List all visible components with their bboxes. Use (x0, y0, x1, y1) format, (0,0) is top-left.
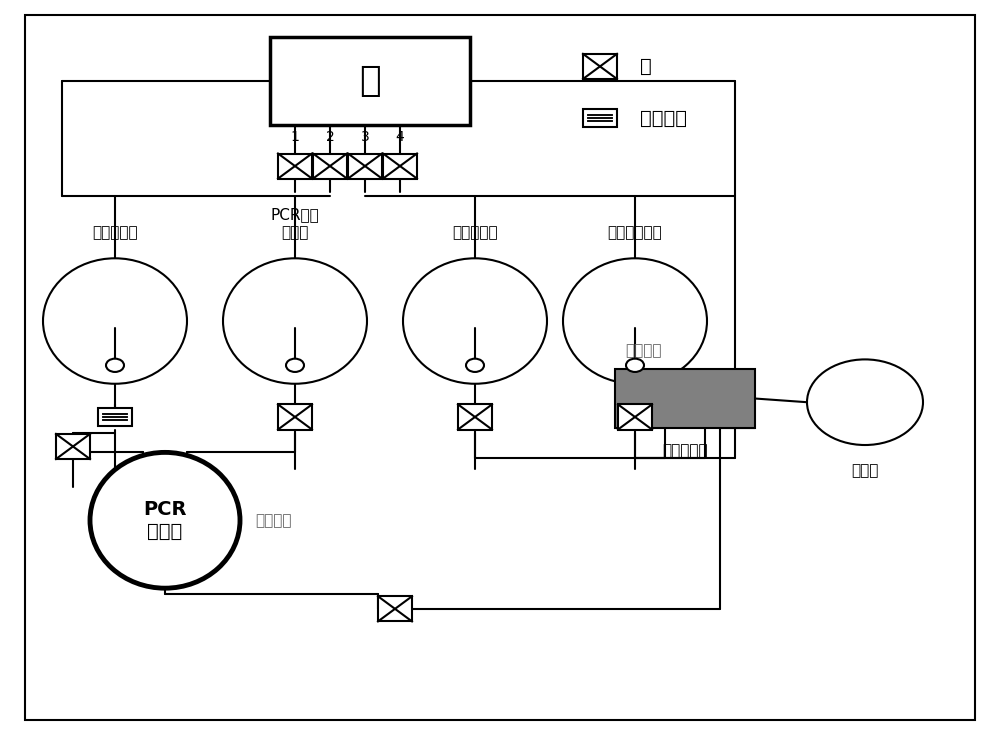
Ellipse shape (90, 452, 240, 588)
FancyBboxPatch shape (615, 369, 755, 428)
Circle shape (466, 359, 484, 372)
Text: 磁珠容纳室: 磁珠容纳室 (452, 225, 498, 240)
Text: 2: 2 (326, 130, 334, 144)
Text: 杂交液容纳室: 杂交液容纳室 (608, 225, 662, 240)
Text: 废液槽: 废液槽 (851, 463, 879, 478)
Circle shape (286, 359, 304, 372)
Bar (458, 404, 492, 430)
Circle shape (807, 359, 923, 445)
Circle shape (106, 359, 124, 372)
Ellipse shape (223, 258, 367, 384)
Circle shape (626, 359, 644, 372)
Text: 过滤系统: 过滤系统 (640, 108, 687, 128)
Bar (56, 434, 90, 459)
Text: 1: 1 (291, 130, 299, 144)
Bar (583, 108, 617, 128)
Text: 样品容纳室: 样品容纳室 (92, 225, 138, 240)
Bar (278, 154, 312, 179)
Ellipse shape (563, 258, 707, 384)
Bar (378, 596, 412, 621)
Ellipse shape (403, 258, 547, 384)
Bar (618, 404, 652, 430)
Bar (348, 154, 382, 179)
Text: 泵: 泵 (359, 64, 381, 98)
Text: PCR试剂
容纳室: PCR试剂 容纳室 (271, 207, 319, 240)
Text: PCR
反应室: PCR 反应室 (143, 500, 187, 541)
FancyBboxPatch shape (25, 15, 975, 720)
Text: 加热系统: 加热系统 (625, 343, 662, 358)
Text: 磁珠检测室: 磁珠检测室 (662, 443, 708, 458)
FancyBboxPatch shape (270, 37, 470, 125)
Bar (98, 407, 132, 427)
Bar (278, 404, 312, 430)
Text: 阀: 阀 (640, 57, 652, 76)
Text: 加热系统: 加热系统 (255, 513, 292, 528)
Ellipse shape (43, 258, 187, 384)
Bar (583, 54, 617, 79)
Text: 3: 3 (361, 130, 369, 144)
Bar (313, 154, 347, 179)
Bar (383, 154, 417, 179)
Text: 4: 4 (396, 130, 404, 144)
